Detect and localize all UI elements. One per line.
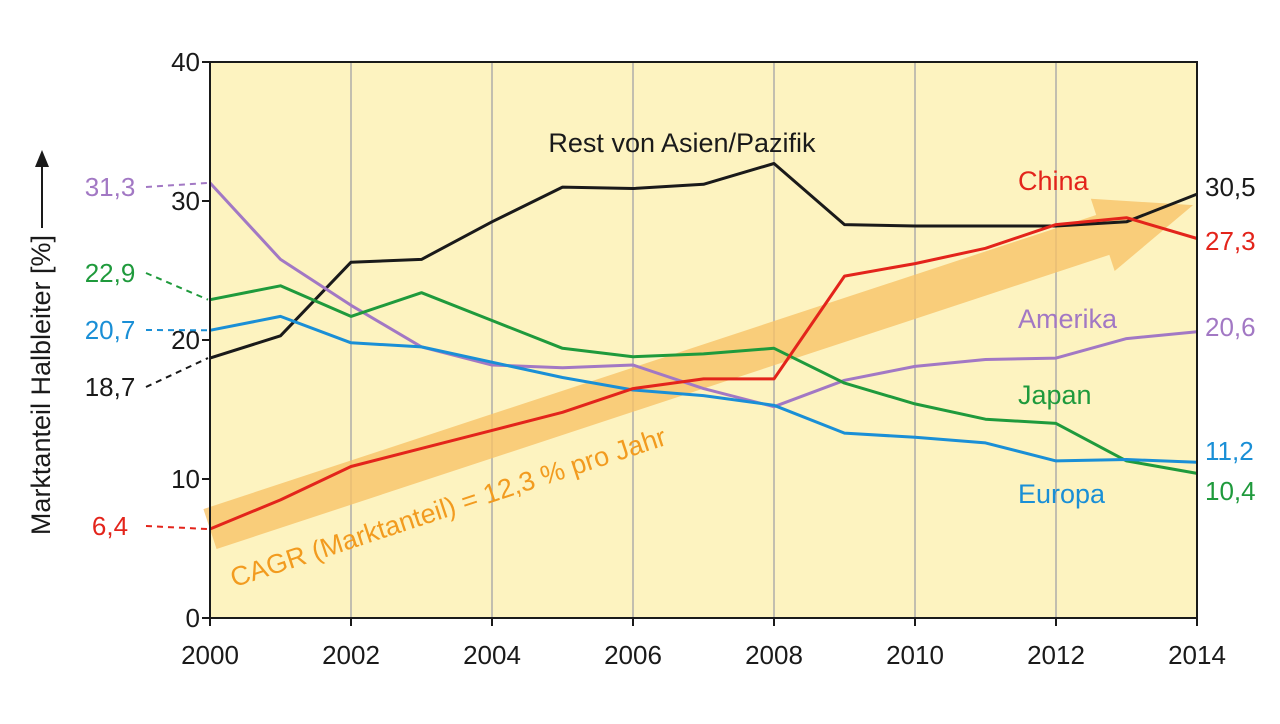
x-tick-label-2006: 2006	[604, 640, 662, 670]
x-tick-label-2000: 2000	[181, 640, 239, 670]
start-value-china: 6,4	[92, 511, 128, 541]
x-tick-label-2008: 2008	[745, 640, 803, 670]
x-tick-label-2012: 2012	[1027, 640, 1085, 670]
end-value-amerika: 20,6	[1205, 312, 1256, 342]
y-tick-label-0: 0	[186, 603, 200, 633]
series-name-china: China	[1018, 166, 1090, 196]
y-axis-label-group: Marktanteil Halbleiter [%]	[26, 150, 56, 535]
end-value-europa: 11,2	[1205, 436, 1254, 466]
y-tick-label-40: 40	[171, 47, 200, 77]
series-name-europa: Europa	[1018, 479, 1106, 509]
end-value-china: 27,3	[1205, 226, 1256, 256]
x-tick-labels: 2000 2002 2004 2006 2008 2010 2012 2014	[181, 618, 1226, 670]
end-value-rest-von-asien-pazifik: 30,5	[1205, 172, 1256, 202]
x-tick-label-2002: 2002	[322, 640, 380, 670]
x-tick-label-2004: 2004	[463, 640, 521, 670]
y-axis-arrow-head	[35, 150, 49, 167]
series-name-japan: Japan	[1018, 380, 1092, 410]
start-value-rest-von-asien-pazifik: 18,7	[85, 372, 136, 402]
y-tick-label-10: 10	[171, 464, 200, 494]
leader-china	[146, 526, 208, 529]
start-value-amerika: 31,3	[85, 172, 136, 202]
start-value-europa: 20,7	[85, 315, 136, 345]
end-value-japan: 10,4	[1205, 476, 1256, 506]
x-tick-label-2010: 2010	[886, 640, 944, 670]
y-axis-label: Marktanteil Halbleiter [%]	[26, 235, 56, 535]
series-name-rest-von-asien-pazifik: Rest von Asien/Pazifik	[548, 128, 816, 158]
series-name-amerika: Amerika	[1018, 304, 1118, 334]
start-value-japan: 22,9	[85, 258, 136, 288]
leader-rest-von-asien-pazifik	[146, 358, 208, 387]
y-tick-label-30: 30	[171, 186, 200, 216]
leader-japan	[146, 273, 208, 300]
x-tick-label-2014: 2014	[1168, 640, 1226, 670]
